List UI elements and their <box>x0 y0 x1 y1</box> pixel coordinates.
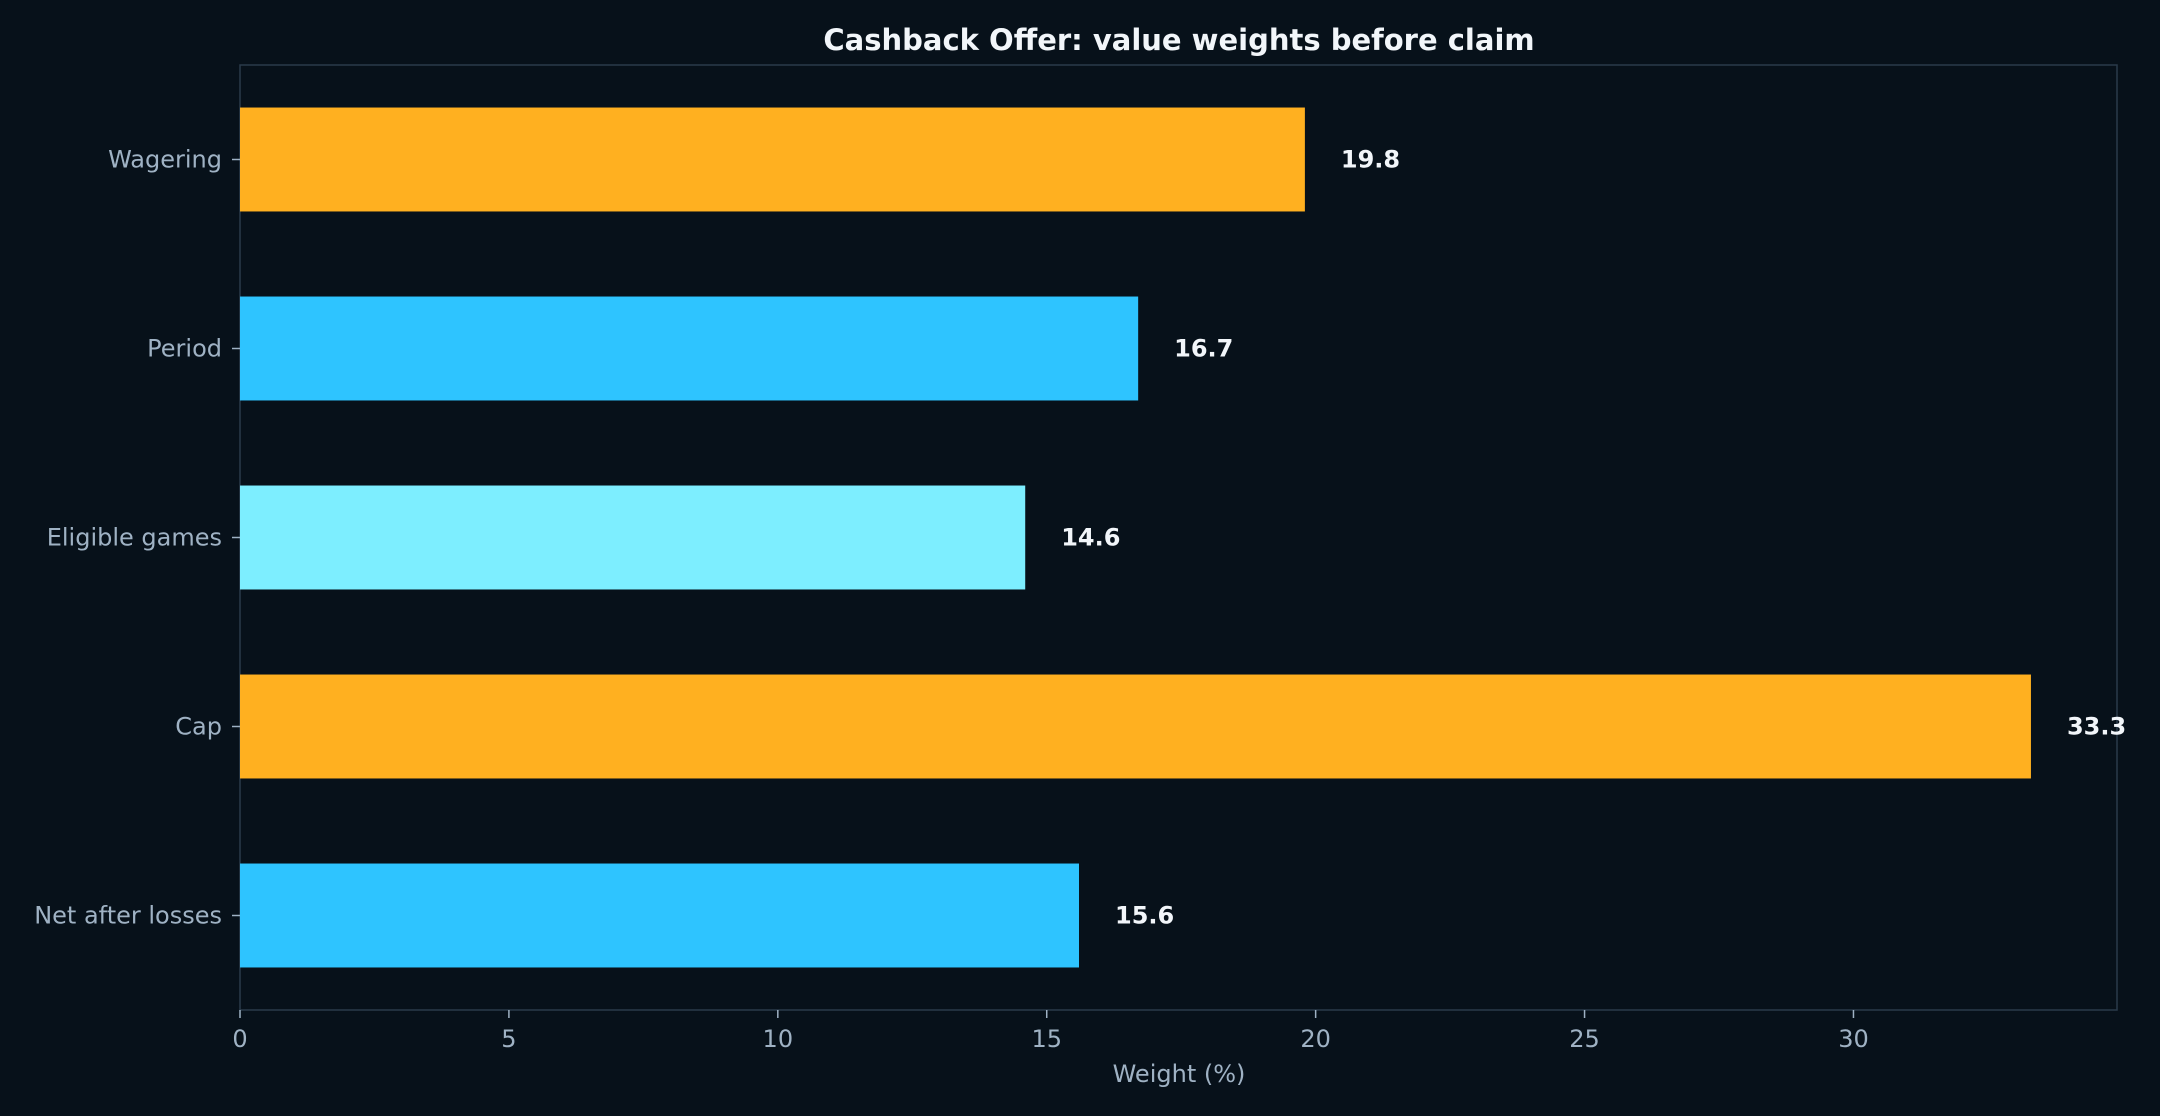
x-tick-label: 5 <box>501 1025 516 1053</box>
bar-value-label: 14.6 <box>1061 524 1120 552</box>
chart-title: Cashback Offer: value weights before cla… <box>823 23 1534 57</box>
x-tick-label: 30 <box>1838 1025 1869 1053</box>
x-tick-label: 25 <box>1569 1025 1600 1053</box>
value-labels-layer: 19.8 16.7 14.6 33.3 15.6 <box>1061 146 2126 930</box>
bar-wagering <box>240 107 1305 212</box>
y-tick-label: Cap <box>175 713 222 741</box>
bar-value-label: 19.8 <box>1341 146 1400 174</box>
bar-net-after-losses <box>240 863 1080 968</box>
x-axis: 0 5 10 15 20 25 30 <box>232 1010 1869 1053</box>
x-axis-label: Weight (%) <box>1113 1060 1246 1088</box>
y-tick-label: Wagering <box>108 146 222 174</box>
x-tick-label: 15 <box>1031 1025 1062 1053</box>
bar-value-label: 33.3 <box>2067 713 2126 741</box>
bar-eligible-games <box>240 485 1026 590</box>
y-tick-label: Period <box>147 335 222 363</box>
bar-value-label: 16.7 <box>1174 335 1233 363</box>
y-tick-label: Eligible games <box>47 524 222 552</box>
bar-period <box>240 296 1139 401</box>
x-tick-label: 10 <box>763 1025 794 1053</box>
bar-value-label: 15.6 <box>1115 902 1174 930</box>
y-tick-label: Net after losses <box>34 902 222 930</box>
y-axis: Wagering Period Eligible games Cap Net after… <box>34 146 240 930</box>
x-tick-label: 20 <box>1300 1025 1331 1053</box>
bars-layer <box>240 107 2031 968</box>
bar-cap <box>240 674 2031 779</box>
x-tick-label: 0 <box>232 1025 247 1053</box>
